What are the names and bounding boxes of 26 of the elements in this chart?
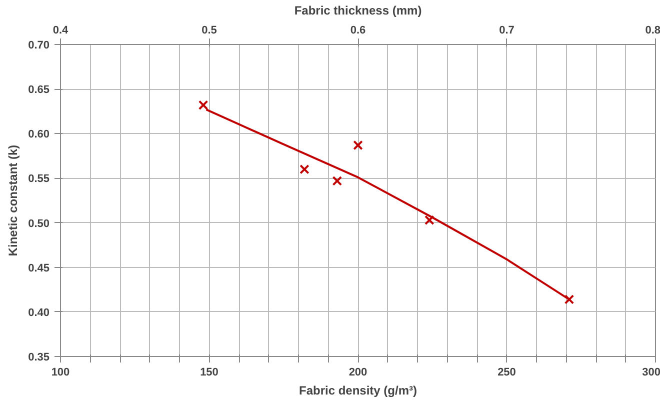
point <box>424 215 434 225</box>
x-tick-label: 300 <box>642 366 661 378</box>
x2-tick-label: 0.4 <box>52 24 70 36</box>
x-tick-label: 250 <box>498 366 516 378</box>
point <box>564 294 574 304</box>
y-tick-label: 0.65 <box>28 84 50 96</box>
y-tick-label: 0.45 <box>28 262 50 274</box>
x-tick-label: 150 <box>200 366 218 378</box>
x2-tick-label: 0.8 <box>645 24 661 36</box>
y-tick-label: 0.40 <box>28 306 50 319</box>
x-tick-label: 100 <box>51 366 70 378</box>
y-tick-label: 0.60 <box>28 128 50 141</box>
y-tick-label: 0.35 <box>28 352 50 364</box>
y-tick-label: 0.70 <box>28 40 50 52</box>
point <box>332 176 342 186</box>
x2-tick-label: 0.7 <box>499 24 514 36</box>
x2-tick-label: 0.6 <box>350 24 366 36</box>
point <box>353 140 363 150</box>
point <box>300 164 310 174</box>
x-axis-title: Fabric density (g/m³) <box>298 384 418 398</box>
x2-tick-label: 0.5 <box>202 24 217 36</box>
x2-axis-title: Fabric thickness (mm) <box>294 4 422 18</box>
y-tick-label: 0.55 <box>28 173 50 186</box>
y-axis-title: Kinetic constant (k) <box>6 144 20 256</box>
y-tick-label: 0.50 <box>28 218 50 230</box>
x-tick-label: 200 <box>348 366 368 378</box>
